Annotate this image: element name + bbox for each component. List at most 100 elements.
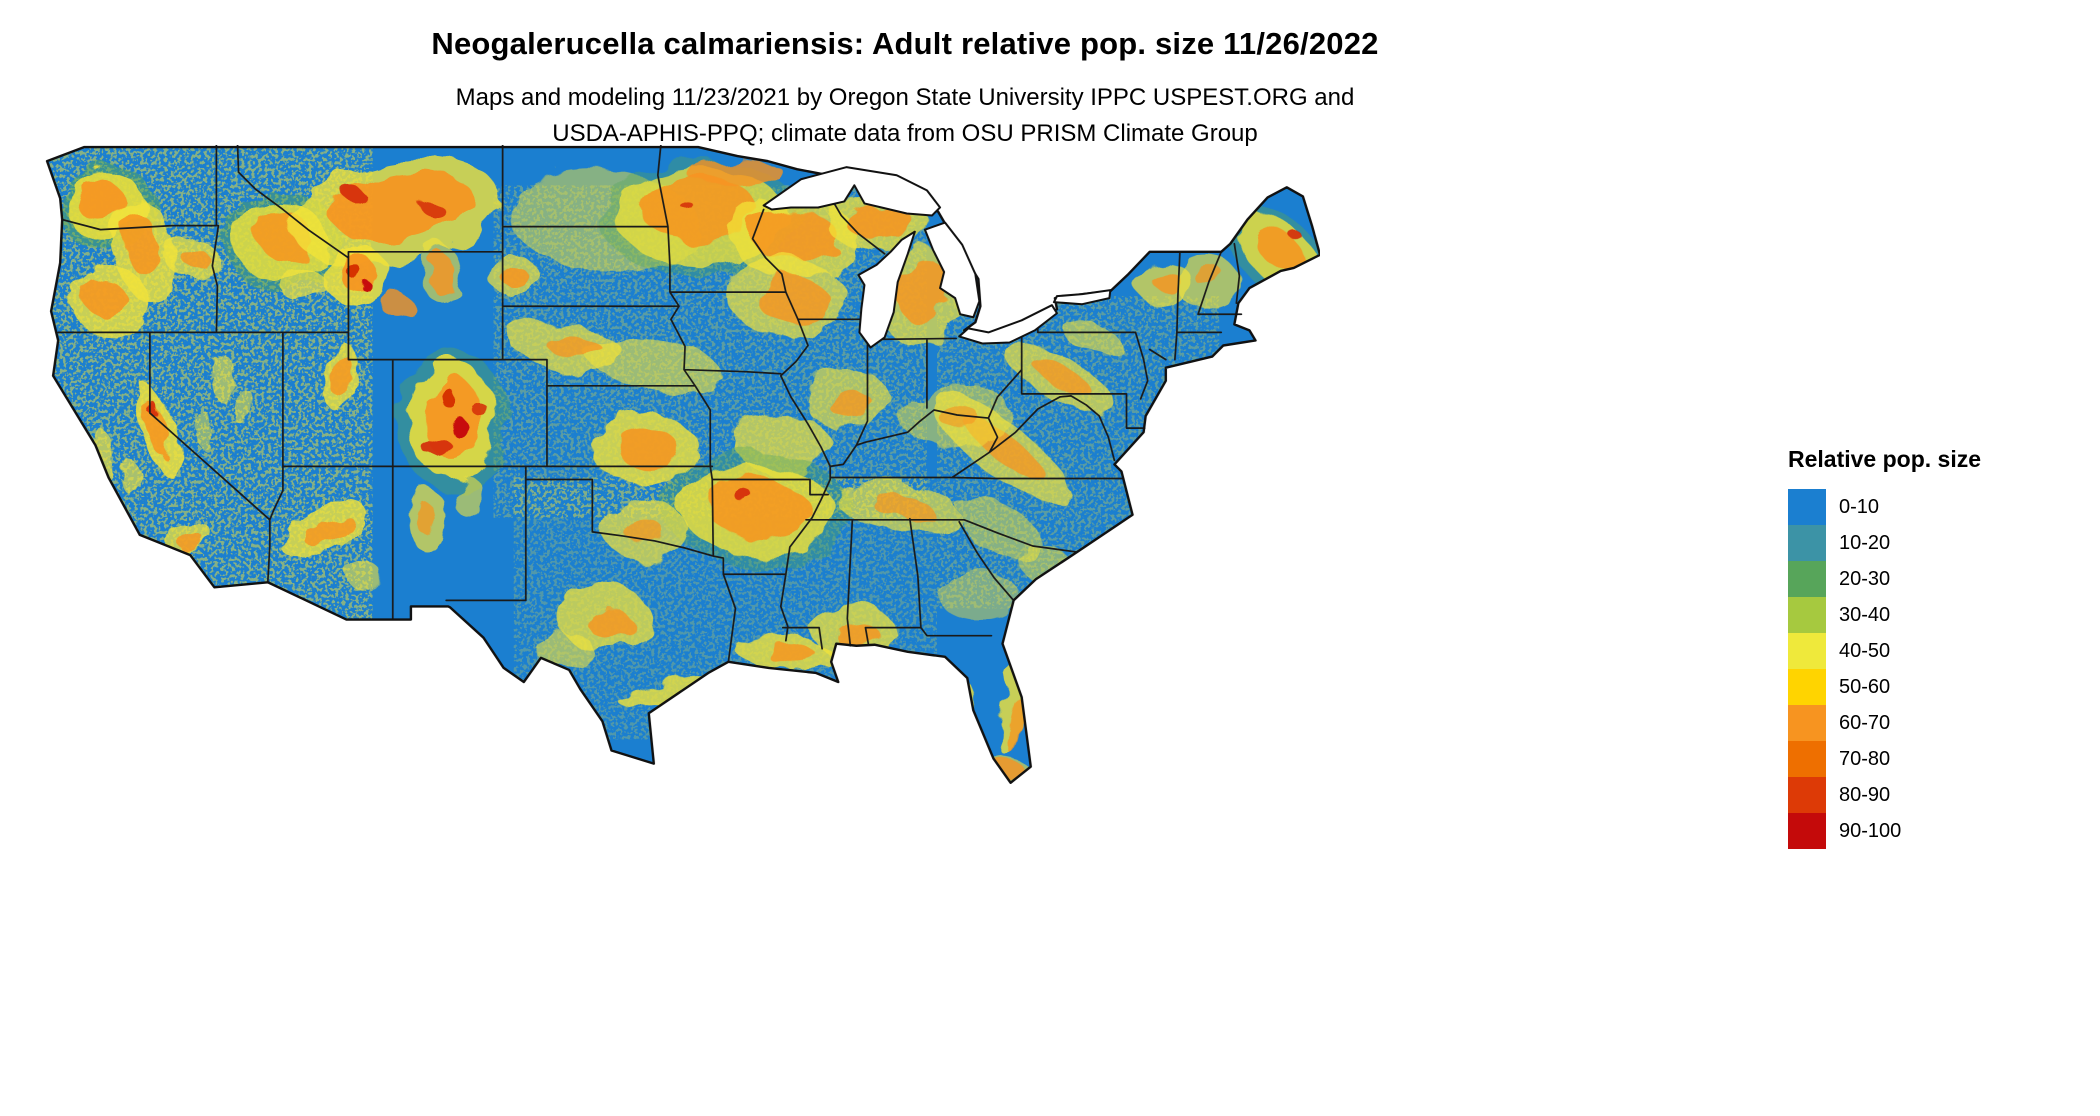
hotspot-blob (342, 261, 359, 274)
map-raster (47, 147, 1320, 783)
hotspot-blob (428, 253, 455, 295)
hotspot-blob (678, 199, 692, 208)
hotspot-blob (705, 477, 810, 539)
legend-item: 0-10 (1788, 489, 1981, 525)
hotspot-blob (616, 427, 677, 468)
state-borders (57, 145, 1243, 663)
legend-item-label: 20-30 (1839, 567, 1891, 590)
hotspot-blob (939, 572, 1020, 621)
hotspot-blob (1059, 319, 1121, 354)
legend-item: 50-60 (1788, 669, 1981, 705)
legend-item-label: 80-90 (1839, 783, 1891, 806)
us-map-svg (45, 145, 1320, 784)
hotspot-blob (1035, 361, 1093, 397)
hotspot-blob (973, 759, 1026, 783)
hotspot-blob (358, 280, 371, 289)
hotspot-blob (755, 276, 832, 326)
hotspot-blob (872, 495, 933, 520)
hotspot-blob (236, 388, 255, 430)
hotspot-blob (144, 401, 170, 460)
hotspot-blob (896, 256, 950, 326)
hotspot-blob (751, 209, 837, 262)
hotspot-blob (844, 205, 913, 238)
hotspot-blob (212, 354, 235, 403)
hotspot-blob (1006, 696, 1021, 753)
hotspot-blob (194, 410, 213, 448)
legend-swatch (1788, 741, 1826, 777)
subtitle-line-2: USDA-APHIS-PPQ; climate data from OSU PR… (552, 120, 1258, 147)
legend-item-label: 0-10 (1839, 495, 1880, 518)
hotspot-blob (148, 401, 157, 417)
header: Neogalerucella calmariensis: Adult relat… (0, 26, 1810, 152)
legend-item-label: 50-60 (1839, 675, 1891, 698)
hotspot-blob (1150, 268, 1179, 290)
hotspot-blob (281, 267, 327, 305)
hotspot-blob (415, 501, 435, 534)
hotspot-blob (82, 277, 123, 315)
lake-superior (762, 166, 942, 217)
legend-item: 90-100 (1788, 813, 1981, 849)
hotspot-blob (347, 564, 382, 588)
legend-swatch (1788, 489, 1826, 525)
hotspot-blob (179, 245, 208, 267)
hotspot-blob (333, 352, 352, 401)
hotspot-blob (336, 255, 377, 289)
legend-items: 0-10 10-20 20-30 30-40 40-50 50-60 60-70 70-80 8… (1788, 489, 1981, 849)
hotspot-blob (125, 213, 160, 278)
legend-title: Relative pop. size (1788, 446, 1982, 472)
legend-item-label: 60-70 (1839, 711, 1891, 734)
legend-item-label: 90-100 (1839, 819, 1902, 842)
hotspot-blob (736, 491, 755, 504)
hotspot-blob (959, 501, 1040, 559)
legend-swatch (1788, 597, 1826, 633)
hotspot-blob (1291, 233, 1304, 242)
legend-item-label: 40-50 (1839, 639, 1891, 662)
hotspot-blob (423, 203, 447, 219)
hotspot-blob (641, 178, 759, 243)
legend-swatch (1788, 813, 1826, 849)
legend-swatch (1788, 777, 1826, 813)
us-map (40, 145, 1320, 815)
hotspot-blob (626, 522, 667, 545)
page-title: Neogalerucella calmariensis: Adult relat… (431, 26, 1379, 61)
legend-item: 30-40 (1788, 597, 1981, 633)
legend: Relative pop. size 0-10 10-20 20-30 30-40 40… (1788, 446, 1981, 849)
hotspot-blob (767, 647, 821, 667)
hotspot-blob (449, 415, 466, 436)
legend-swatch (1788, 525, 1826, 561)
legend-swatch (1788, 705, 1826, 741)
hotspot-blob (333, 172, 473, 243)
lake-ontario (1052, 289, 1112, 306)
legend-item: 60-70 (1788, 705, 1981, 741)
legend-item-label: 70-80 (1839, 747, 1891, 770)
lake-erie (958, 304, 1058, 345)
hotspot-blob (76, 181, 125, 222)
page-subtitle: Maps and modeling 11/23/2021 by Oregon S… (0, 80, 1810, 152)
great-lakes (762, 166, 1112, 349)
hotspot-blob (122, 457, 144, 502)
legend-swatch (1788, 561, 1826, 597)
legend-item: 80-90 (1788, 777, 1981, 813)
hotspot-blob (454, 473, 481, 518)
subtitle-line-1: Maps and modeling 11/23/2021 by Oregon S… (455, 84, 1355, 111)
legend-item: 40-50 (1788, 633, 1981, 669)
legend-item-label: 10-20 (1839, 531, 1891, 554)
legend-swatch (1788, 633, 1826, 669)
legend-item-label: 30-40 (1839, 603, 1891, 626)
hotspot-blob (304, 514, 352, 546)
lake-michigan (857, 230, 916, 349)
hotspot-blob (1251, 223, 1308, 277)
hotspot-blob (425, 438, 454, 461)
hotspot-blob (537, 632, 595, 669)
legend-item: 10-20 (1788, 525, 1981, 561)
hotspot-blob (380, 292, 416, 321)
hotspot-blob (939, 405, 980, 429)
hotspot-blob (471, 402, 488, 416)
hotspot-blob (687, 159, 784, 188)
hotspot-blob (440, 387, 455, 406)
hotspot-blob (546, 333, 603, 360)
hotspot-blob (344, 189, 365, 202)
legend-item: 70-80 (1788, 741, 1981, 777)
hotspot-blob (588, 610, 633, 639)
